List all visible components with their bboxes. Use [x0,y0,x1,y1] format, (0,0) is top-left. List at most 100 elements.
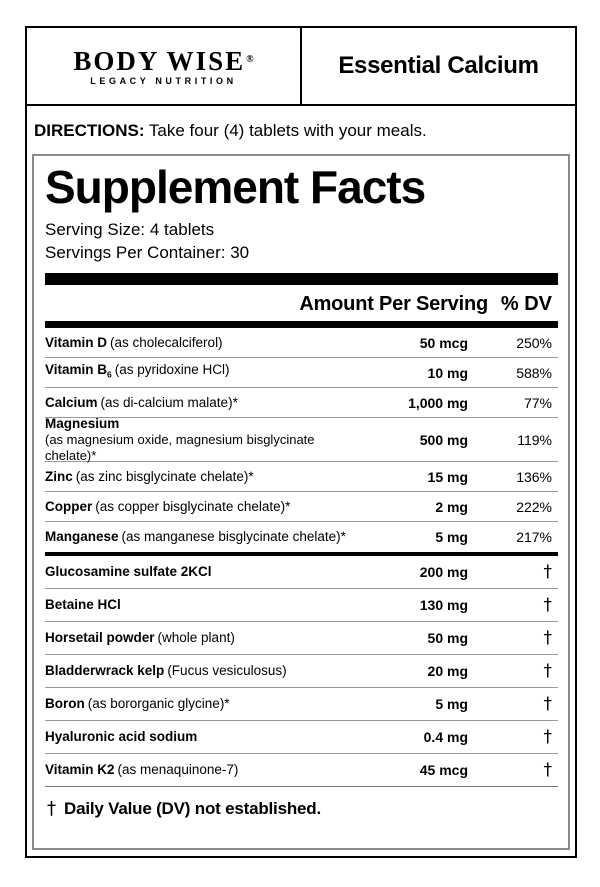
ingredient-name: Copper [45,498,93,514]
supplement-facts-panel: Supplement Facts Serving Size: 4 tablets… [32,154,570,850]
brand-name-text: BODY WISE [73,45,246,76]
ingredient-label: Copper (as copper bisglycinate chelate)* [45,499,364,515]
ingredient-name: Vitamin B [45,362,108,378]
ingredient-source: (as zinc bisglycinate chelate)* [75,468,254,484]
ingredient-dv: 77% [523,394,552,411]
ingredient-dv: † [543,694,553,714]
ingredient-source: (as bororganic glycine)* [87,696,230,711]
ingredient-row: Horsetail powder (whole plant) 50 mg † [45,622,558,655]
ingredient-row: Glucosamine sulfate 2KCl 200 mg † [45,556,558,589]
label-header: BODY WISE® LEGACY NUTRITION Essential Ca… [27,28,575,106]
ingredient-label: Vitamin D (as cholecalciferol) [45,335,364,351]
directions-label: DIRECTIONS: [34,121,145,140]
brand-name: BODY WISE® [73,47,253,74]
dv-footnote: † Daily Value (DV) not established. [45,787,558,819]
ingredient-label: Bladderwrack kelp (Fucus vesiculosus) [45,663,364,679]
ingredient-label: Boron (as bororganic glycine)* [45,696,364,712]
ingredient-amount: 200 mg [419,564,468,580]
ingredient-row: Copper (as copper bisglycinate chelate)* … [45,492,558,522]
ingredient-row: Bladderwrack kelp (Fucus vesiculosus) 20 … [45,655,558,688]
ingredient-amount: 500 mg [419,431,468,448]
ingredient-amount: 0.4 mg [423,729,468,745]
ingredient-name: Glucosamine sulfate 2KCl [45,564,212,579]
brand-logo: BODY WISE® LEGACY NUTRITION [27,28,302,104]
ingredient-dv: † [543,727,553,747]
ingredient-amount: 50 mcg [419,334,468,351]
label-outer-box: BODY WISE® LEGACY NUTRITION Essential Ca… [25,26,577,858]
ingredient-dv: † [543,661,553,681]
product-name-cell: Essential Calcium [302,28,575,104]
ingredient-source: (as di-calcium malate)* [100,394,238,410]
ingredient-row: Magnesium (as magnesium oxide, magnesium… [45,416,558,464]
ingredient-label: Glucosamine sulfate 2KCl [45,564,364,580]
ingredient-source: (as manganese bisglycinate chelate)* [121,529,346,544]
table-column-header: Amount Per Serving % DV [45,285,558,321]
ingredient-amount: 10 mg [427,364,468,381]
ingredient-name: Vitamin D [45,334,108,350]
ingredient-row: Vitamin B6 (as pyridoxine HCl) 10 mg 588% [45,358,558,388]
ingredient-name: Vitamin K2 [45,762,115,777]
ingredient-dv: 588% [516,364,552,381]
ingredient-source: (whole plant) [157,630,235,645]
ingredient-name: Boron [45,696,85,711]
nutrients-with-dv-section: Vitamin D (as cholecalciferol) 50 mcg 250… [45,328,558,552]
ingredient-dv: † [543,595,553,615]
servings-per-container: Servings Per Container: 30 [45,243,250,262]
amount-per-serving-header: Amount Per Serving [299,293,488,315]
ingredient-dv: † [543,562,553,582]
ingredient-row: Zinc (as zinc bisglycinate chelate)* 15 m… [45,462,558,492]
ingredient-name: Horsetail powder [45,630,155,645]
ingredient-row: Calcium (as di-calcium malate)* 1,000 mg … [45,388,558,418]
ingredient-source: (as menaquinone-7) [117,762,239,777]
ingredient-label: Zinc (as zinc bisglycinate chelate)* [45,469,364,485]
ingredient-source: (as cholecalciferol) [110,334,223,350]
serving-size: Serving Size: 4 tablets [45,220,215,239]
ingredient-label: Vitamin K2 (as menaquinone-7) [45,762,364,778]
ingredient-name: Bladderwrack kelp [45,663,165,678]
ingredient-name-subscript: 6 [107,369,112,380]
ingredient-name: Zinc [45,468,73,484]
thick-divider-bar [45,273,558,285]
serving-info: Serving Size: 4 tablets Servings Per Con… [45,218,558,264]
ingredient-amount: 50 mg [427,630,468,646]
ingredient-name: Calcium [45,394,98,410]
ingredient-row: Betaine HCl 130 mg † [45,589,558,622]
directions-text: Take four (4) tablets with your meals. [144,121,427,140]
ingredient-dv: † [543,628,553,648]
ingredient-dv: 250% [516,334,552,351]
ingredient-amount: 20 mg [427,663,468,679]
ingredient-label: Vitamin B6 (as pyridoxine HCl) [45,362,364,383]
percent-dv-header: % DV [500,293,552,315]
ingredient-row: Boron (as bororganic glycine)* 5 mg † [45,688,558,721]
ingredient-amount: 5 mg [435,529,468,545]
registered-trademark-symbol: ® [246,53,254,65]
ingredient-label: Horsetail powder (whole plant) [45,630,364,646]
ingredient-amount: 5 mg [435,696,468,712]
supplement-facts-title: Supplement Facts [45,161,426,213]
ingredient-row: Vitamin K2 (as menaquinone-7) 45 mcg † [45,754,558,787]
ingredient-source-line2: (as magnesium oxide, magnesium bisglycin… [45,431,315,463]
ingredient-amount: 15 mg [427,468,468,485]
nutrients-without-dv-section: Glucosamine sulfate 2KCl 200 mg † Betain… [45,556,558,787]
ingredient-source: (Fucus vesiculosus) [167,663,287,678]
ingredient-row: Hyaluronic acid sodium 0.4 mg † [45,721,558,754]
product-name: Essential Calcium [338,52,539,79]
ingredient-label: Hyaluronic acid sodium [45,729,364,745]
ingredient-label: Manganese (as manganese bisglycinate chel… [45,529,364,545]
medium-divider-bar [45,321,558,328]
directions-row: DIRECTIONS: Take four (4) tablets with y… [27,106,575,154]
ingredient-dv: 136% [516,468,552,485]
section-divider-bar [45,552,558,556]
ingredient-name: Manganese [45,529,119,544]
ingredient-row: Vitamin D (as cholecalciferol) 50 mcg 250… [45,328,558,358]
ingredient-label: Betaine HCl [45,597,364,613]
ingredient-amount: 130 mg [419,597,468,613]
ingredient-dv: 217% [516,529,552,545]
ingredient-name: Magnesium [45,415,120,431]
ingredient-label: Magnesium (as magnesium oxide, magnesium… [45,416,364,464]
ingredient-source: (as copper bisglycinate chelate)* [95,498,291,514]
ingredient-source: (as pyridoxine HCl) [114,362,230,378]
dv-footnote-text: Daily Value (DV) not established. [64,799,321,818]
ingredient-label: Calcium (as di-calcium malate)* [45,395,364,411]
ingredient-dv: 222% [516,498,552,515]
